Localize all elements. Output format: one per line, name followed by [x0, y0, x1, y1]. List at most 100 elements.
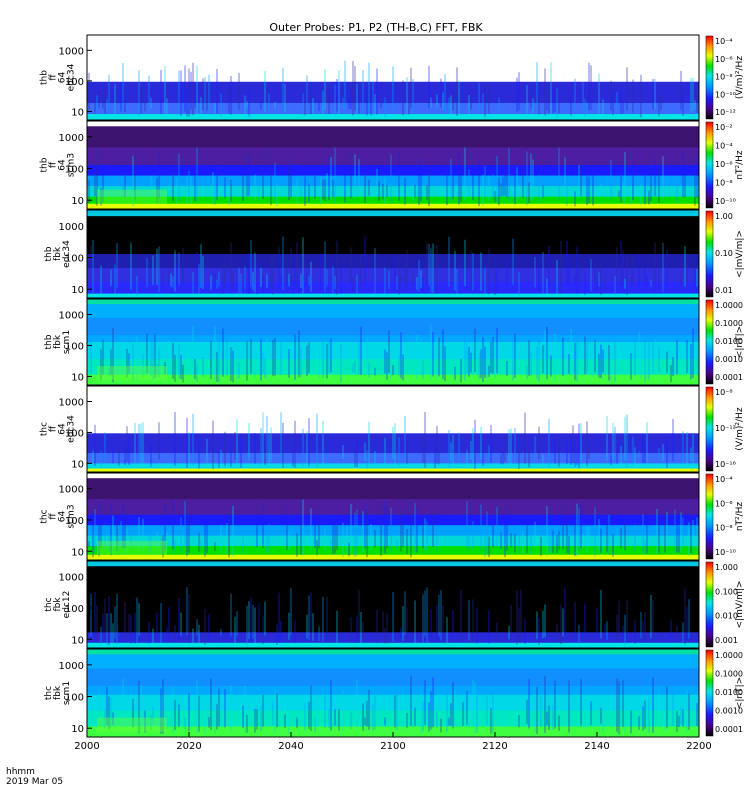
colorbar-tick-label: 0.100	[715, 587, 738, 596]
panel-ylabel: thb	[40, 70, 50, 85]
ytick-label: 10	[71, 459, 84, 470]
ytick-label: 1000	[59, 222, 84, 233]
ytick-label: 10	[71, 635, 84, 646]
colorbar-tick-label: 10⁻⁴	[715, 37, 733, 46]
colorbar-label: nT²/Hz	[735, 150, 745, 180]
colorbar-tick-label: 10⁻⁶	[715, 55, 733, 64]
spectrogram-8	[86, 649, 699, 738]
spectrogram-4	[87, 299, 699, 386]
ytick-label: 100	[65, 165, 84, 176]
colorbar-tick-label: 0.01	[715, 286, 733, 295]
colorbar-tick-label: 10⁻¹⁰	[715, 197, 736, 206]
panel-8: 10 100 1000 thc fbk scm1 1.0000 0.1000 0.0100 0.0…	[44, 648, 745, 738]
colorbar-tick-label: 0.10	[715, 249, 733, 258]
ytick-label: 1000	[59, 310, 84, 321]
panel-ylabel: edc34	[67, 415, 77, 443]
ytick-label: 1000	[59, 485, 84, 496]
spectrogram-6	[86, 473, 699, 561]
panel-ylabel: scm3	[67, 504, 77, 528]
panel-3: 10 100 1000 thb fbk edc34 1.00 0.10 0.01<|mV/m|>	[44, 209, 745, 299]
panel-ylabel: thb	[40, 157, 50, 172]
xtick-label: 2120	[482, 741, 507, 752]
panel-ylabel: thc	[40, 422, 50, 436]
xtick-label: 2140	[584, 741, 609, 752]
ytick-label: 10	[71, 547, 84, 558]
colorbar-tick-label: 10⁻¹⁰	[715, 90, 736, 99]
panel-ylabel: fbk	[53, 334, 63, 349]
panel-ylabel: thc	[44, 597, 54, 611]
ytick-label: 10	[71, 724, 84, 735]
panel-frame	[86, 298, 700, 386]
ytick-label: 1000	[59, 46, 84, 57]
colorbar-label: nT²/Hz	[735, 502, 745, 532]
colorbar-tick-label: 10⁻⁶	[715, 160, 733, 169]
colorbar-tick-label: 0.0100	[715, 337, 743, 346]
colorbar-label: (V/m)²/Hz	[735, 56, 745, 99]
panel-4: 10 100 1000 thb fbk scm1 1.0000 0.1000 0.0100 0.0…	[44, 298, 745, 386]
colorbar-label: <|nT|>	[735, 326, 745, 358]
ytick-label: 1000	[59, 573, 84, 584]
ytick-label: 10	[71, 285, 84, 296]
ytick-label: 100	[65, 428, 84, 439]
ytick-label: 100	[65, 77, 84, 88]
panel-ylabel: ff	[49, 74, 59, 81]
panel-5: 10 100 1000 thc ff 64 edc34 10⁻⁸ 10⁻¹² 10⁻¹⁶ (V/m)…	[40, 385, 745, 473]
panel-6: 10 100 1000 thc ff 64 scm3 10⁻⁴ 10⁻⁶ 10⁻⁸ 10⁻¹⁰ nT²…	[40, 472, 745, 561]
panel-frame	[86, 209, 700, 299]
date-label: 2019 Mar 05	[6, 777, 63, 787]
colorbar-tick-label: 0.0001	[715, 725, 743, 734]
colorbar-tick-label: 0.010	[715, 612, 738, 621]
colorbar	[705, 561, 714, 648]
panel-frame	[86, 472, 700, 561]
xtick-label: 2040	[278, 741, 303, 752]
ytick-label: 10	[71, 108, 84, 119]
panel-ylabel: thb	[44, 246, 54, 261]
ytick-label: 100	[65, 254, 84, 265]
colorbar-label: <|nT|>	[735, 677, 745, 709]
time-axis: 2000 2020 2040 2100 2120 2140 2200	[74, 732, 712, 752]
ytick-label: 100	[65, 341, 84, 352]
colorbar	[705, 299, 714, 385]
panel-frame	[86, 120, 700, 210]
colorbar-tick-label: 1.0000	[715, 301, 743, 310]
spectrogram-3	[87, 210, 699, 299]
panel-ylabel: edc34	[67, 63, 77, 91]
panel-frame	[86, 34, 700, 121]
colorbar-tick-label: 0.1000	[715, 319, 743, 328]
panel-frame	[86, 560, 700, 649]
panel-ylabel: ff	[49, 161, 59, 168]
panel-7: 10 100 1000 thc fbk edc12 1.000 0.100 0.010 0.001…	[44, 560, 745, 649]
panel-ylabel: 64	[58, 511, 68, 523]
colorbar	[705, 649, 714, 737]
colorbar	[705, 386, 714, 472]
panel-ylabel: fbk	[53, 246, 63, 261]
panel-ylabel: ff	[49, 513, 59, 520]
colorbar-tick-label: 1.000	[715, 563, 738, 572]
panel-ylabel: edc34	[62, 240, 72, 268]
panel-ylabel: 64	[58, 423, 68, 435]
ytick-label: 100	[65, 604, 84, 615]
panel-ylabel: edc12	[62, 591, 72, 619]
xtick-label: 2100	[380, 741, 405, 752]
panel-ylabel: thc	[40, 509, 50, 523]
xtick-label: 2200	[686, 741, 711, 752]
colorbar-tick-label: 10⁻⁸	[715, 73, 733, 82]
panel-frame	[86, 385, 700, 473]
colorbar-tick-label: 10⁻⁴	[715, 475, 733, 484]
colorbar-tick-label: 0.0100	[715, 688, 743, 697]
colorbar-tick-label: 0.1000	[715, 670, 743, 679]
colorbar	[705, 35, 714, 120]
spectrogram-7	[86, 561, 699, 649]
colorbar-label: <|mV/m|>	[735, 230, 745, 278]
colorbar-tick-label: 10⁻¹²	[715, 108, 736, 117]
colorbar-tick-label: 10⁻⁸	[715, 179, 733, 188]
colorbar-label: (V/m)²/Hz	[735, 407, 745, 450]
colorbar-tick-label: 10⁻¹²	[715, 424, 736, 433]
spectrogram-1	[87, 35, 699, 121]
xtick-label: 2000	[74, 741, 99, 752]
ytick-label: 1000	[59, 397, 84, 408]
panel-ylabel: 64	[58, 159, 68, 171]
colorbar-tick-label: 10⁻⁸	[715, 524, 733, 533]
